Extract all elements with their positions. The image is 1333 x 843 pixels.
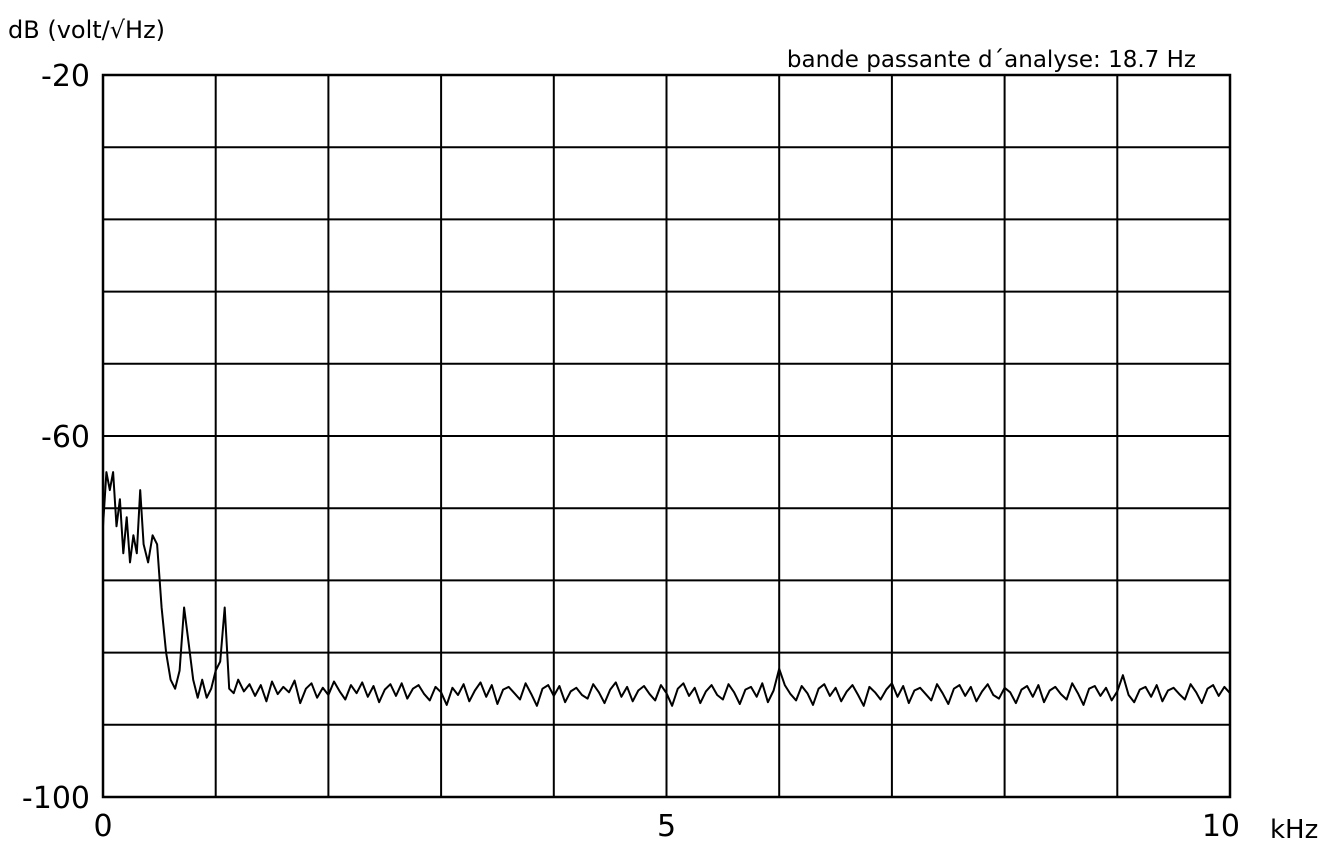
- bandwidth-annotation: bande passante d´analyse: 18.7 Hz: [787, 47, 1196, 73]
- plot-frame: [101, 73, 1232, 799]
- spectrum-line: [102, 471, 1231, 707]
- x-tick-label: 10: [1202, 809, 1240, 843]
- y-axis-label: dB (volt/√Hz): [8, 16, 165, 44]
- grid: [103, 75, 1230, 797]
- x-axis-unit: kHz: [1270, 815, 1318, 843]
- y-tick-label: -60: [41, 420, 90, 455]
- y-tick-label: -20: [41, 59, 90, 94]
- series-layer: [102, 471, 1231, 707]
- x-tick-label: 5: [657, 809, 676, 843]
- x-tick-label: 0: [93, 809, 112, 843]
- y-tick-label: -100: [22, 781, 90, 816]
- tick-labels: 0 5 10 -20 -60 -100: [22, 59, 1240, 843]
